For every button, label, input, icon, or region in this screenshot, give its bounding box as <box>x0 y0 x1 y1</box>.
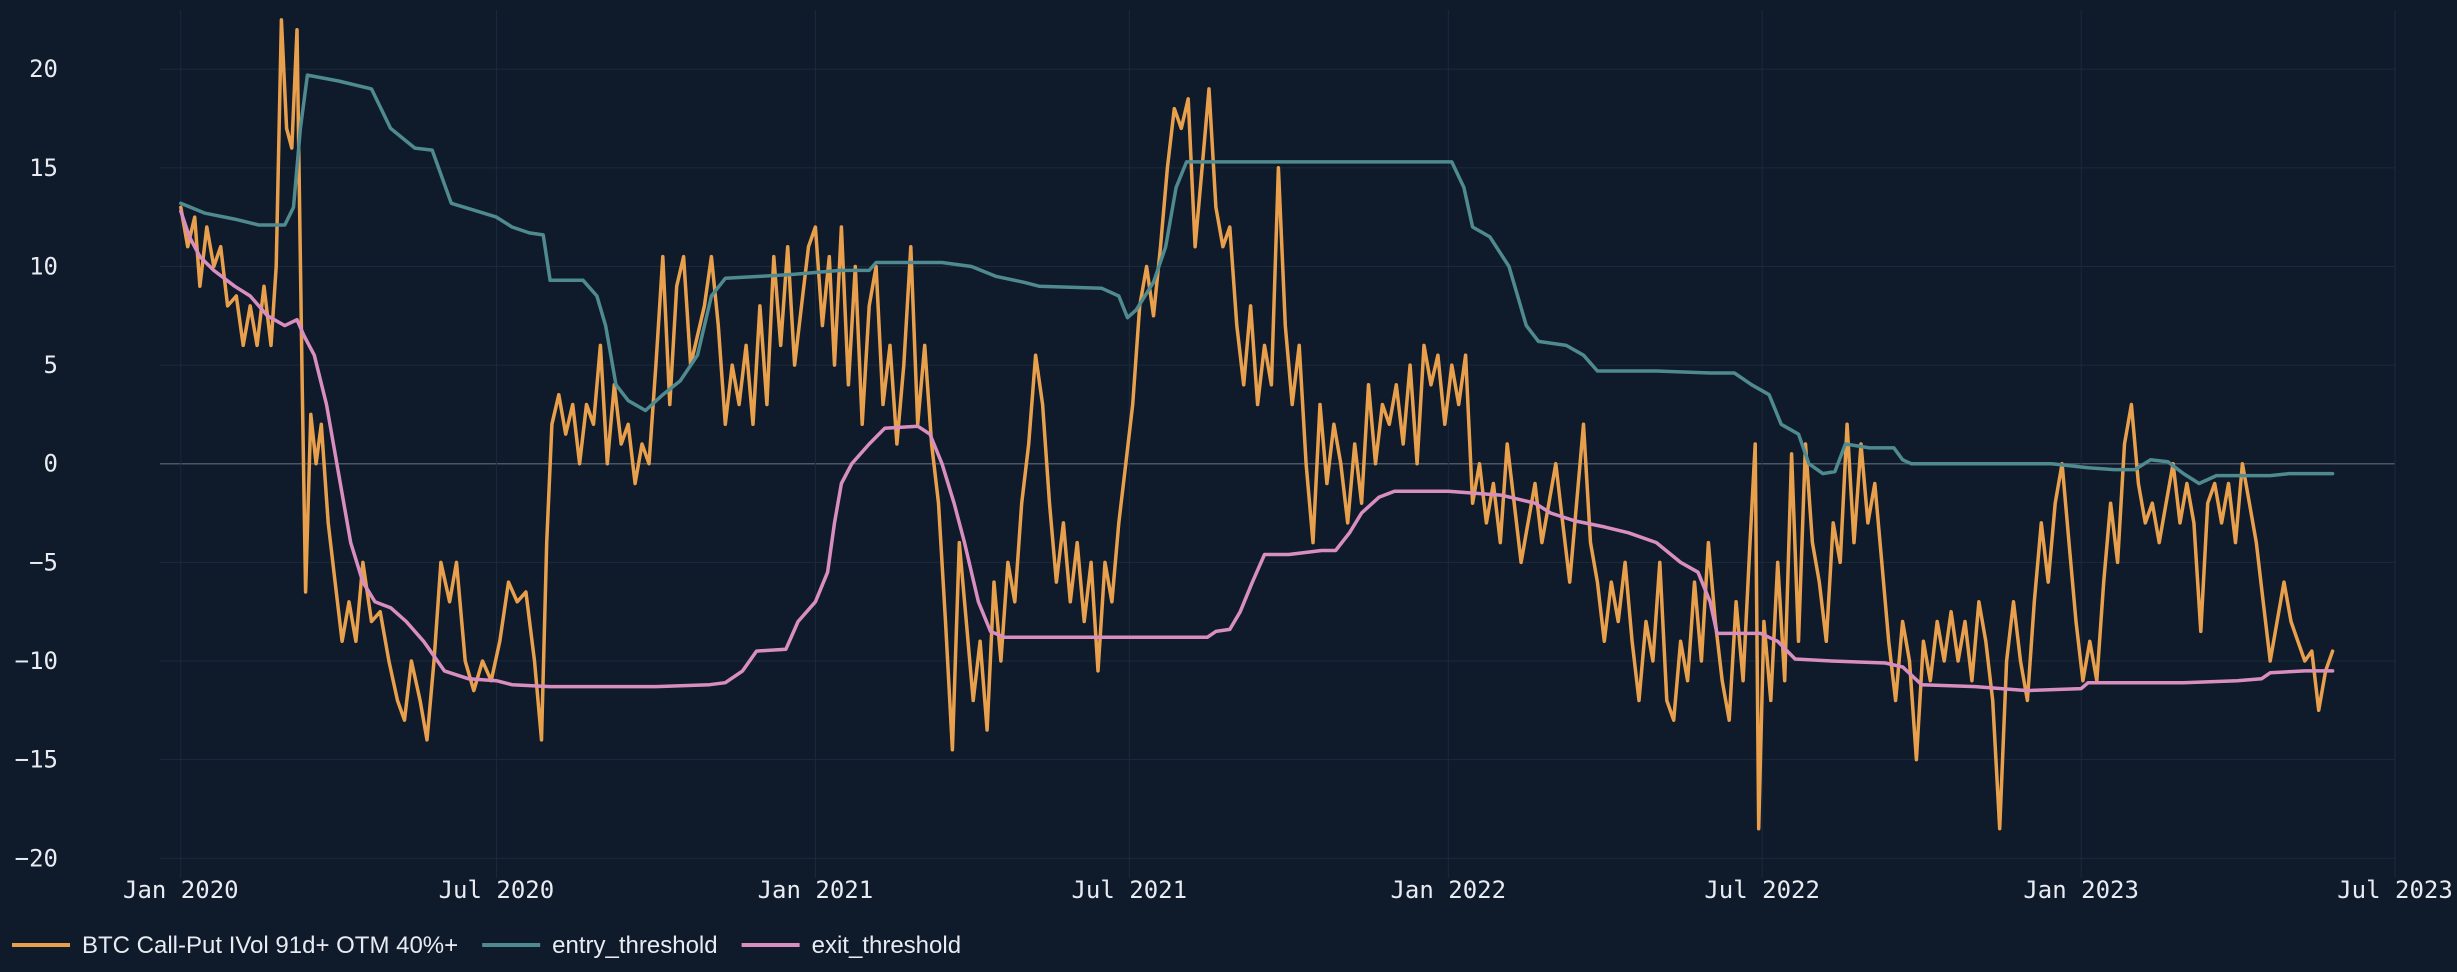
y-tick-label: 20 <box>29 55 58 83</box>
legend-label-1: entry_threshold <box>552 932 717 959</box>
legend-label-0: BTC Call-Put IVol 91d+ OTM 40%+ <box>82 932 458 959</box>
x-tick-label: Jan 2021 <box>758 876 874 904</box>
legend-label-2: exit_threshold <box>812 932 961 959</box>
series-line-0 <box>179 18 2335 831</box>
legend: BTC Call-Put IVol 91d+ OTM 40%+ entry_thr… <box>12 932 961 959</box>
x-tick-label: Jul 2023 <box>2337 876 2453 904</box>
y-tick-label: 0 <box>44 450 58 478</box>
y-tick-label: −15 <box>15 746 58 774</box>
x-tick-label: Jan 2022 <box>1390 876 1506 904</box>
x-tick-label: Jul 2021 <box>1071 876 1187 904</box>
series-line-1 <box>179 73 2335 486</box>
y-tick-label: 15 <box>29 154 58 182</box>
y-tick-label: −5 <box>29 548 58 576</box>
y-tick-label: −20 <box>15 844 58 872</box>
series-line-2 <box>179 209 2335 693</box>
x-tick-label: Jul 2020 <box>439 876 555 904</box>
y-axis-ticks: 20 15 10 5 0 −5 −10 −15 −20 <box>15 55 58 872</box>
x-tick-label: Jan 2020 <box>123 876 239 904</box>
x-tick-label: Jan 2023 <box>2023 876 2139 904</box>
series-layer <box>179 18 2335 831</box>
y-tick-label: −10 <box>15 647 58 675</box>
y-tick-label: 10 <box>29 252 58 280</box>
x-axis-ticks: Jan 2020 Jul 2020 Jan 2021 Jul 2021 Jan 2022… <box>123 876 2453 904</box>
x-tick-label: Jul 2022 <box>1704 876 1820 904</box>
y-tick-label: 5 <box>44 351 58 379</box>
